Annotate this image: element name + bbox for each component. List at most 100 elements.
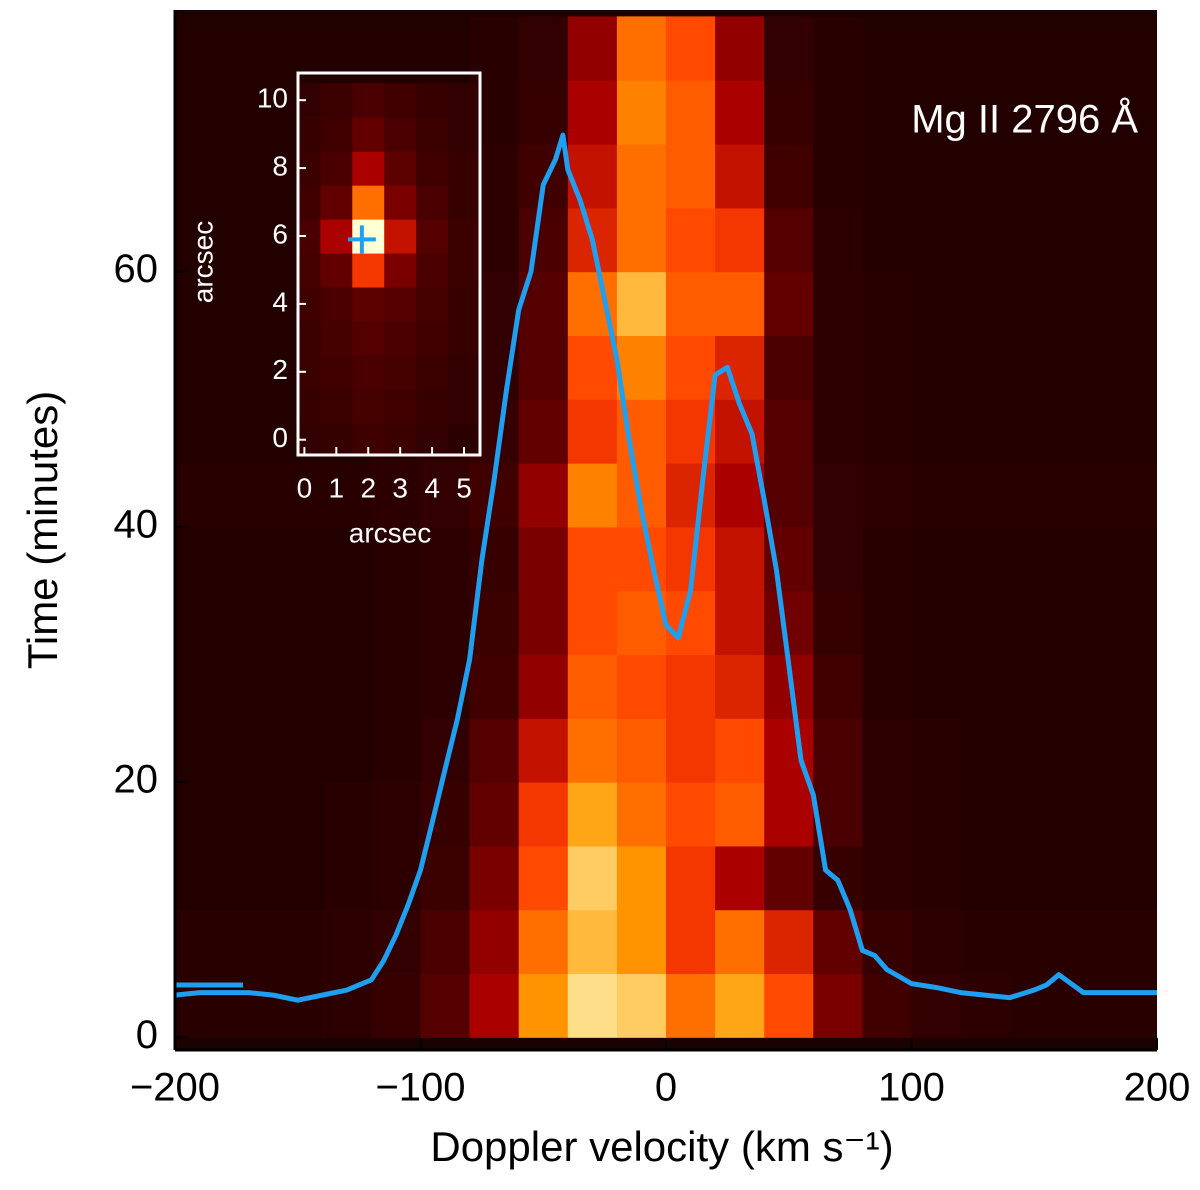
x-tick-label: 0	[297, 472, 313, 503]
heat-cell	[298, 252, 321, 288]
heat-cell	[420, 973, 471, 1038]
heat-cell	[273, 463, 323, 528]
heat-cell	[448, 320, 480, 356]
heat-cell	[416, 219, 449, 254]
heat-cell	[813, 399, 863, 464]
heat-cell	[175, 909, 225, 975]
heat-cell	[224, 399, 274, 464]
heat-cell	[666, 782, 716, 847]
heat-cell	[666, 16, 716, 81]
heat-cell	[384, 185, 417, 220]
heat-cell	[273, 845, 323, 911]
y-tick-label: 4	[272, 286, 288, 317]
heat-cell	[448, 354, 480, 390]
heat-cell	[911, 271, 962, 336]
heat-cell	[518, 207, 569, 273]
heat-cell	[224, 463, 274, 528]
heat-cell	[1009, 909, 1060, 975]
heat-cell	[616, 271, 667, 336]
heat-cell	[320, 286, 353, 322]
heat-cell	[715, 718, 765, 783]
heat-cell	[960, 718, 1011, 783]
y-tick-label: 20	[114, 758, 159, 802]
heat-cell	[1107, 463, 1157, 528]
heat-cell	[298, 219, 321, 254]
y-tick-label: 0	[272, 422, 288, 453]
heat-cell	[862, 718, 913, 783]
heat-cell	[616, 845, 667, 911]
heat-cell	[352, 354, 385, 390]
heat-cell	[224, 143, 274, 209]
heat-cell	[469, 16, 520, 81]
heat-cell	[384, 151, 417, 186]
heat-cell	[960, 845, 1011, 911]
heat-cell	[416, 286, 449, 322]
heat-cell	[1009, 143, 1060, 209]
heat-cell	[911, 909, 962, 975]
heat-cell	[420, 845, 471, 911]
heat-cell	[175, 16, 225, 81]
heat-cell	[616, 782, 667, 847]
heat-cell	[371, 526, 422, 592]
heat-cell	[224, 335, 274, 400]
heat-cell	[764, 271, 814, 336]
heat-cell	[352, 252, 385, 288]
heat-cell	[1107, 845, 1157, 911]
heatmap	[175, 16, 1157, 1038]
heat-cell	[1107, 207, 1157, 273]
heat-cell	[469, 654, 520, 719]
heat-cell	[567, 463, 618, 528]
heat-cell	[352, 286, 385, 322]
heat-cell	[352, 151, 385, 186]
heat-cell	[666, 335, 716, 400]
inset-heatmap	[298, 83, 480, 455]
heat-cell	[352, 83, 385, 118]
heat-cell	[298, 320, 321, 356]
heat-cell	[416, 117, 449, 152]
heat-cell	[384, 388, 417, 424]
heat-cell	[518, 909, 569, 975]
heat-cell	[175, 335, 225, 400]
heat-cell	[448, 83, 480, 118]
heat-cell	[862, 590, 913, 656]
heat-cell	[416, 83, 449, 118]
heat-cell	[298, 117, 321, 152]
heat-cell	[764, 973, 814, 1038]
heat-cell	[1058, 207, 1109, 273]
heat-cell	[273, 973, 323, 1038]
y-axis-title: Time (minutes)	[19, 391, 66, 669]
heat-cell	[960, 399, 1011, 464]
heat-cell	[1009, 335, 1060, 400]
heat-cell	[1058, 399, 1109, 464]
heat-cell	[616, 718, 667, 783]
heat-cell	[666, 80, 716, 145]
heat-cell	[960, 271, 1011, 336]
heat-cell	[764, 845, 814, 911]
heat-cell	[567, 399, 618, 464]
x-axis-title: Doppler velocity (km s⁻¹)	[430, 1123, 893, 1170]
heat-cell	[322, 654, 372, 719]
heat-cell	[862, 335, 913, 400]
heat-cell	[448, 219, 480, 254]
heat-cell	[567, 143, 618, 209]
heat-cell	[1107, 143, 1157, 209]
heat-cell	[320, 117, 353, 152]
x-tick-label: 2	[360, 472, 376, 503]
heat-cell	[960, 526, 1011, 592]
inset-x-title: arcsec	[349, 517, 431, 548]
heat-cell	[1058, 16, 1109, 81]
heat-cell	[320, 320, 353, 356]
heat-cell	[320, 151, 353, 186]
heat-cell	[1058, 718, 1109, 783]
heat-cell	[666, 909, 716, 975]
heat-cell	[224, 909, 274, 975]
heat-cell	[1107, 16, 1157, 81]
y-tick-label: 2	[272, 354, 288, 385]
heat-cell	[320, 354, 353, 390]
heat-cell	[1009, 845, 1060, 911]
heat-cell	[320, 83, 353, 118]
heat-cell	[960, 973, 1011, 1038]
heat-cell	[322, 845, 372, 911]
heat-cell	[273, 526, 323, 592]
